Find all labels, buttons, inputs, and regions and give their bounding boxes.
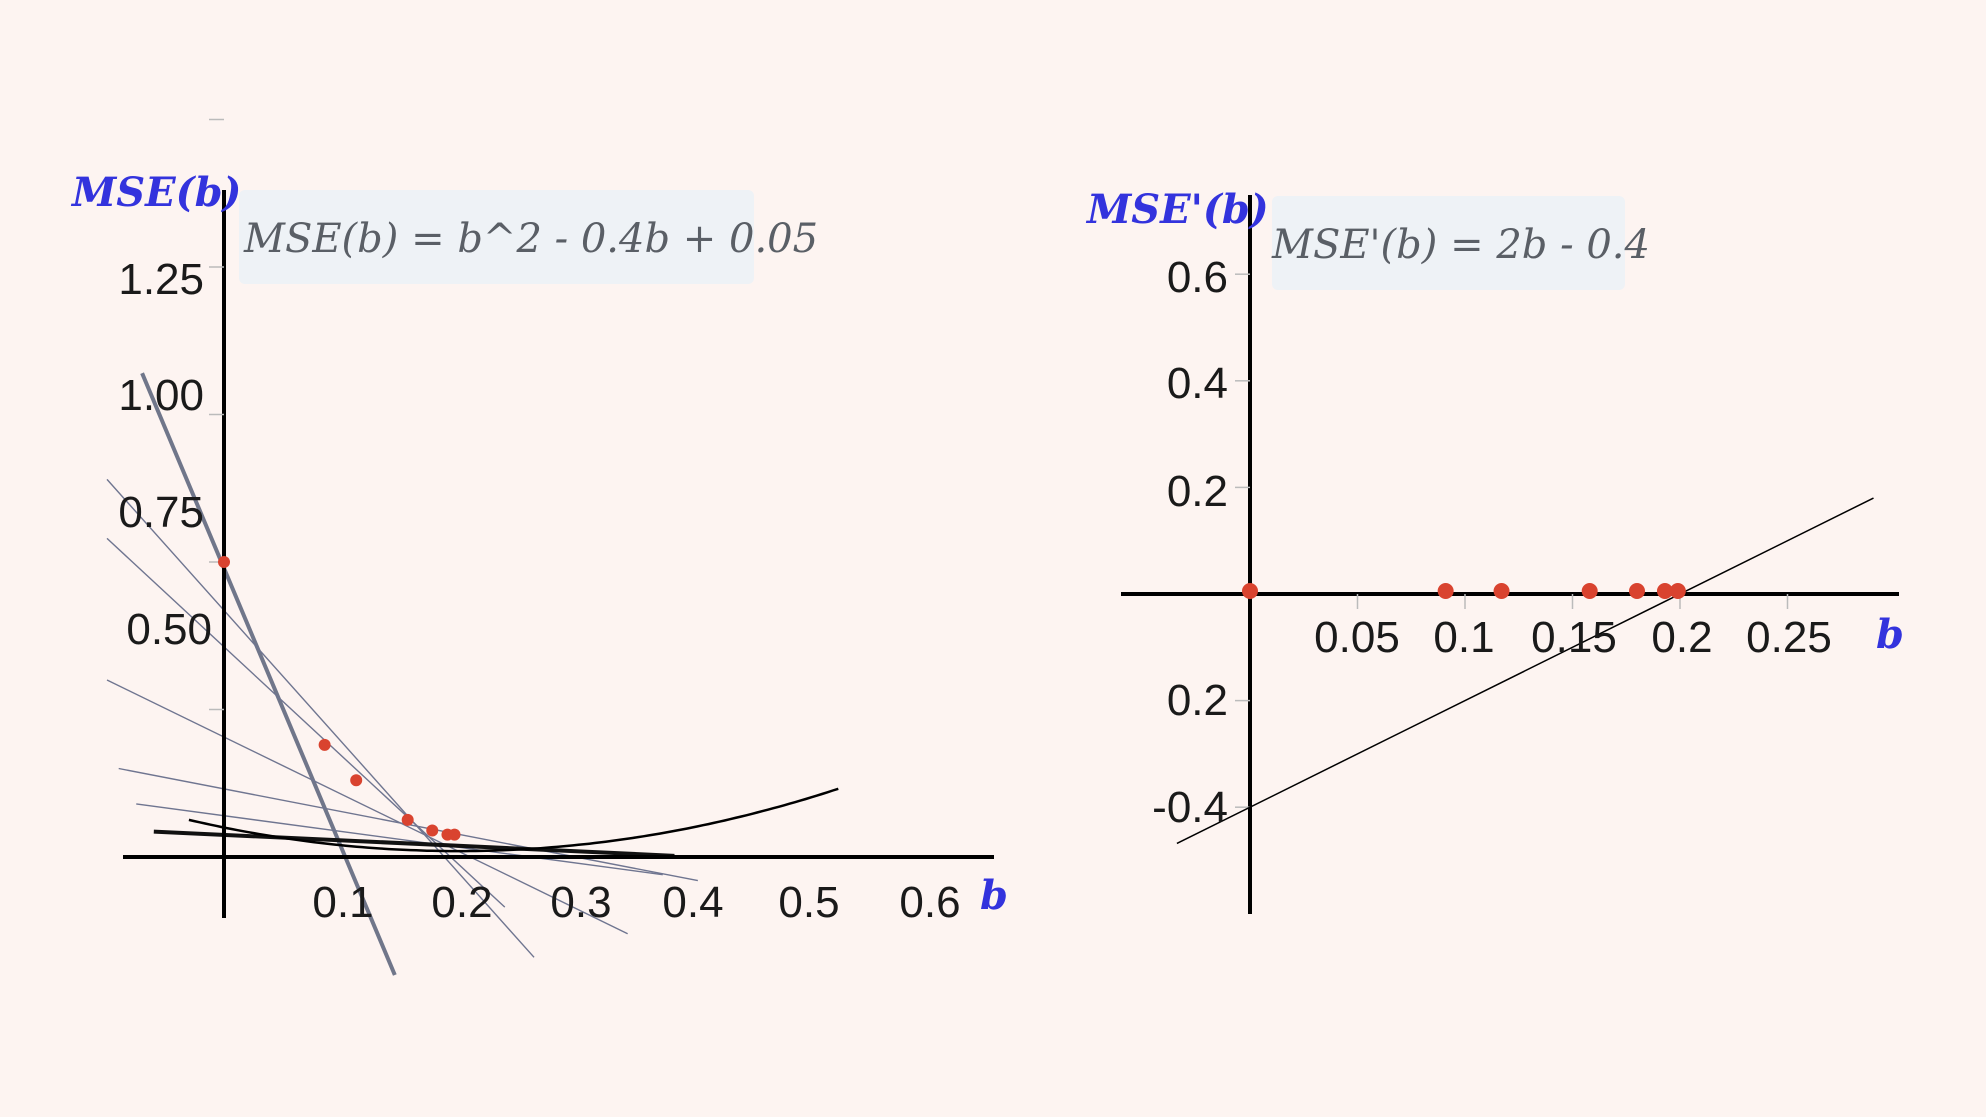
tangent-line — [153, 829, 675, 858]
points — [1242, 583, 1686, 599]
x-tick-labels: 0.05 0.1 0.15 0.2 0.25 — [1314, 613, 1832, 662]
x-tick-label: 0.3 — [550, 878, 611, 927]
x-tick-label: 0.5 — [778, 878, 839, 927]
y-tick-label: -0.4 — [1152, 783, 1228, 832]
data-point — [401, 813, 414, 826]
data-point — [350, 774, 363, 787]
tangent-line — [106, 679, 628, 935]
y-tick-label: 0.2 — [1167, 467, 1228, 516]
y-tick-label: 1.00 — [118, 371, 204, 420]
x-tick-label: 0.6 — [899, 878, 960, 927]
data-point — [1629, 583, 1645, 599]
y-tick-labels: 0.6 0.4 0.2 0.2 -0.4 — [1152, 253, 1228, 832]
data-point — [1669, 583, 1686, 599]
x-tick-label: 0.25 — [1746, 613, 1832, 662]
y-tick-label: 0.2 — [1167, 676, 1228, 725]
tangent-line — [140, 372, 397, 976]
x-tick-label: 0.2 — [431, 878, 492, 927]
y-tick-labels: 1.25 1.00 0.75 0.50 — [118, 255, 212, 654]
derivative-chart: MSE'(b) = 2b - 0.4 0.05 0.1 0.15 0.2 0.2… — [1085, 186, 1904, 914]
y-tick-label: 0.75 — [118, 488, 204, 537]
derivative-line — [1176, 497, 1874, 845]
formula-box — [239, 190, 754, 284]
points — [218, 556, 461, 841]
x-tick-label: 0.05 — [1314, 613, 1400, 662]
data-point — [1656, 583, 1673, 599]
tangent-line — [106, 478, 535, 958]
y-tick-label: 0.50 — [126, 605, 212, 654]
mse-curve — [188, 787, 839, 853]
data-point — [218, 556, 230, 568]
data-point — [426, 824, 439, 837]
data-point — [448, 828, 461, 841]
formula-text: MSE(b) = b^2 - 0.4b + 0.05 — [243, 216, 818, 262]
axes — [1121, 195, 1899, 914]
y-tick-label: 1.25 — [118, 255, 204, 304]
x-tick-labels: 0.1 0.2 0.3 0.4 0.5 0.6 — [312, 878, 960, 927]
x-tick-label: 0.2 — [1651, 613, 1712, 662]
tangent-line — [136, 803, 663, 876]
data-point — [318, 738, 331, 751]
data-point — [1437, 583, 1454, 599]
x-axis-label: b — [1876, 611, 1904, 658]
formula-text: MSE'(b) = 2b - 0.4 — [1271, 222, 1650, 268]
x-axis-label: b — [980, 872, 1008, 919]
y-axis-label: MSE'(b) — [1085, 186, 1269, 233]
x-tick-label: 0.4 — [662, 878, 723, 927]
x-tick-label: 0.15 — [1531, 613, 1617, 662]
y-axis-label: MSE(b) — [70, 169, 241, 216]
data-point — [1242, 583, 1258, 599]
x-tick-label: 0.1 — [1433, 613, 1494, 662]
data-point — [1493, 583, 1510, 599]
formula-box — [1272, 196, 1625, 290]
data-point — [1581, 583, 1598, 599]
y-tick-label: 0.6 — [1167, 253, 1228, 302]
x-tick-label: 0.1 — [312, 878, 373, 927]
y-tick-label: 0.4 — [1167, 359, 1228, 408]
mse-chart: MSE(b) = b^2 - 0.4b + 0.05 0.1 0.2 0.3 0… — [70, 118, 1008, 976]
